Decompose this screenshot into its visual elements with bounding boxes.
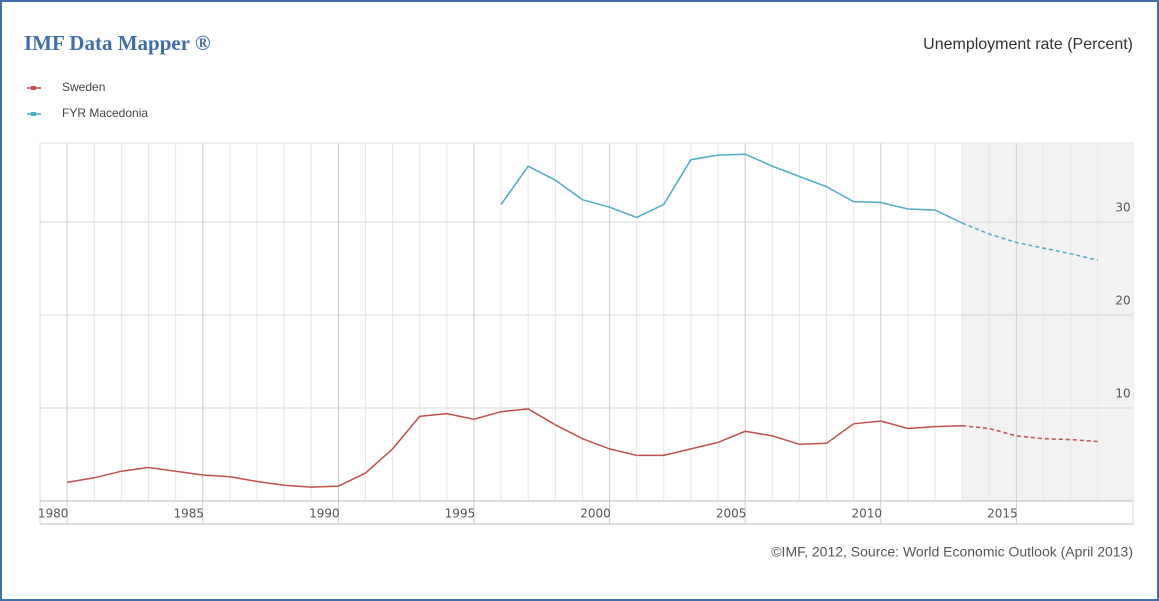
projection-shade bbox=[962, 143, 1133, 501]
chart-title: IMF Data Mapper ® bbox=[24, 31, 211, 55]
x-tick-label: 2000 bbox=[580, 507, 611, 521]
legend-marker bbox=[31, 86, 36, 90]
source-note: ©IMF, 2012, Source: World Economic Outlo… bbox=[771, 544, 1133, 560]
x-tick-label: 1995 bbox=[445, 507, 476, 521]
x-tick-label: 1980 bbox=[38, 507, 69, 521]
y-tick-label: 10 bbox=[1115, 387, 1130, 401]
series-line bbox=[961, 222, 1098, 261]
series-line bbox=[66, 408, 963, 488]
x-tick-label: 1985 bbox=[173, 507, 204, 521]
legend-label: FYR Macedonia bbox=[62, 106, 148, 120]
y-tick-label: 30 bbox=[1115, 201, 1130, 215]
x-tick-label: 1990 bbox=[309, 507, 340, 521]
y-tick-label: 20 bbox=[1115, 294, 1130, 308]
legend-marker bbox=[31, 112, 36, 116]
series-line bbox=[500, 153, 963, 224]
plot-area bbox=[39, 142, 1134, 525]
x-tick-label: 2005 bbox=[716, 507, 747, 521]
x-tick-label: 2015 bbox=[987, 507, 1018, 521]
series-line bbox=[962, 424, 1098, 443]
legend-label: Sweden bbox=[62, 80, 105, 94]
x-tick-label: 2010 bbox=[851, 507, 882, 521]
chart-subtitle: Unemployment rate (Percent) bbox=[923, 36, 1133, 53]
